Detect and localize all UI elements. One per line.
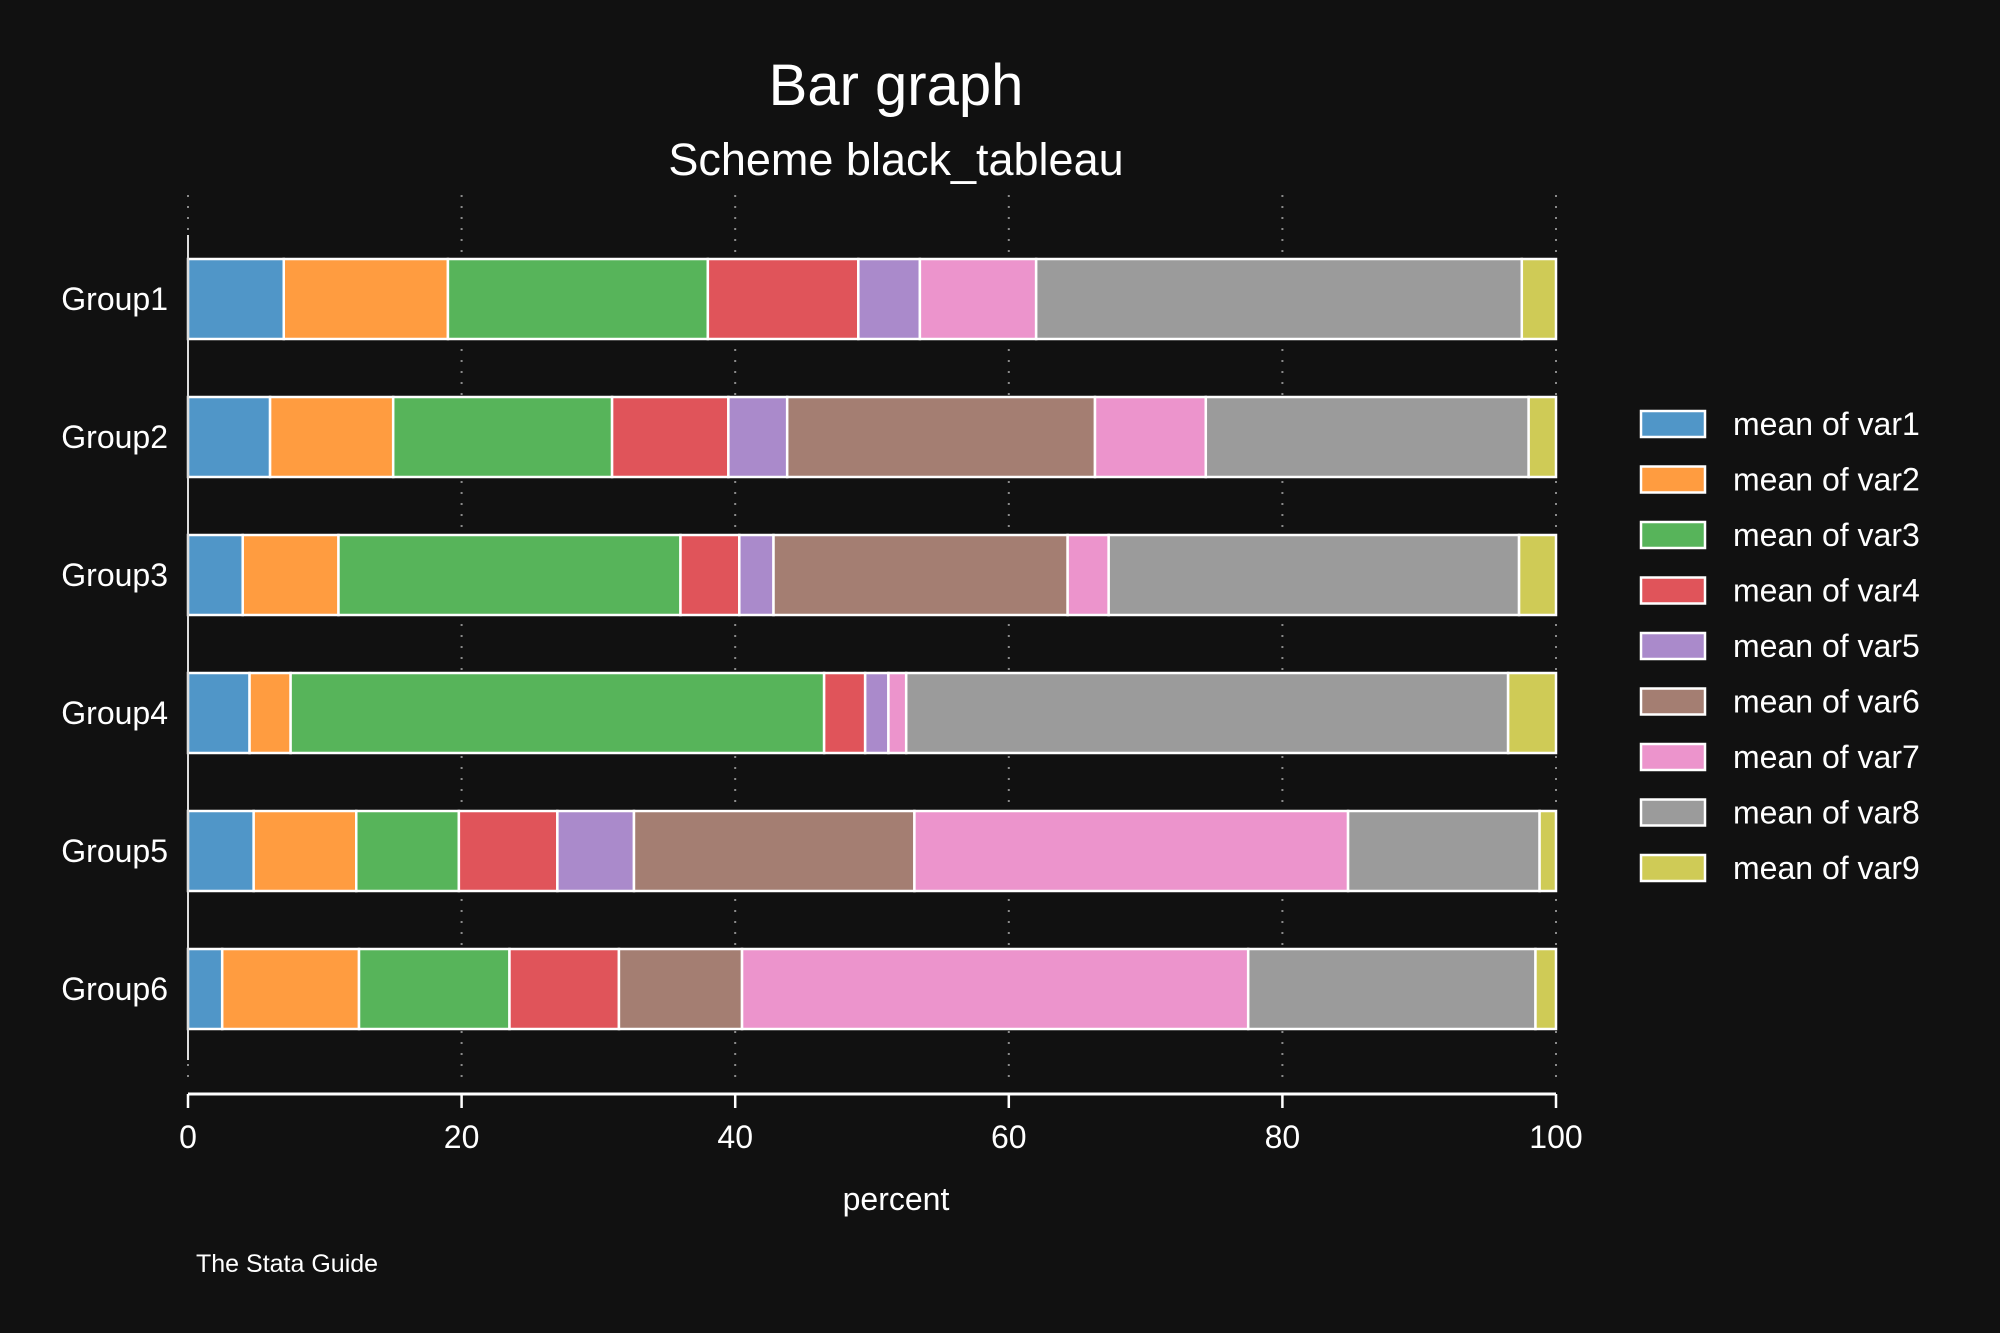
x-tick-label-2: 40	[717, 1119, 753, 1155]
bar-group3-var6	[772, 533, 1069, 617]
x-tick-label-4: 80	[1265, 1119, 1301, 1155]
legend-swatch-var9	[1639, 853, 1707, 883]
y-tick-label-group3: Group3	[61, 557, 168, 593]
x-axis: 0 20 40 60 80 100	[179, 1092, 1583, 1155]
bar-group3-var2	[241, 533, 340, 617]
bar-group4-var8	[904, 671, 1510, 755]
bar-group6-var1	[186, 947, 224, 1031]
legend-swatch-var7	[1639, 742, 1707, 772]
bar-group1-var4	[706, 257, 860, 341]
bar-group6-var8	[1246, 947, 1537, 1031]
legend: mean of var1 mean of var2 mean of var3 mean…	[1639, 406, 1920, 886]
bar-group1-var2	[282, 257, 450, 341]
legend-swatch-var4	[1639, 576, 1707, 605]
bar-group4-var1	[186, 671, 251, 755]
bar-group1-var7	[918, 257, 1038, 341]
bar-group6-var9	[1534, 947, 1558, 1031]
bar-group6-var3	[357, 947, 511, 1031]
bar-group2-var7	[1093, 395, 1208, 479]
legend-swatch-var2	[1639, 465, 1707, 494]
y-tick-label-group5: Group5	[61, 833, 168, 869]
bar-group2-var5	[727, 395, 789, 479]
y-tick-label-group6: Group6	[61, 971, 168, 1007]
bar-group4-var3	[289, 671, 826, 755]
bar-group3-var5	[738, 533, 775, 617]
bar-group3-var9	[1517, 533, 1558, 617]
bar-group3-var4	[679, 533, 741, 617]
bar-group6-var2	[220, 947, 361, 1031]
bar-group2-var3	[391, 395, 614, 479]
x-axis-label: percent	[843, 1181, 950, 1217]
chart-note: The Stata Guide	[196, 1250, 378, 1278]
y-axis: Group1 Group2 Group3 Group4 Group5 Group6	[61, 235, 189, 1060]
legend-swatch-var6	[1639, 687, 1707, 716]
bar-group1-var1	[186, 257, 286, 341]
chart-title: Bar graph	[769, 53, 1024, 118]
y-tick-label-group1: Group1	[61, 281, 168, 317]
legend-label-var6: mean of var6	[1733, 684, 1920, 720]
bar-group6-var4	[508, 947, 621, 1031]
bar-group2-var4	[610, 395, 730, 479]
bar-group3-var7	[1066, 533, 1110, 617]
bar-group3-var1	[186, 533, 244, 617]
bars	[186, 257, 1558, 1031]
legend-swatch-var1	[1639, 409, 1707, 439]
bar-group4-var4	[822, 671, 867, 755]
bar-group5-var2	[252, 809, 358, 893]
x-tick-label-3: 60	[991, 1119, 1027, 1155]
legend-label-var1: mean of var1	[1733, 406, 1920, 442]
legend-swatch-var3	[1639, 520, 1707, 550]
legend-label-var2: mean of var2	[1733, 462, 1920, 498]
bar-group4-var5	[863, 671, 890, 755]
x-tick-label-1: 20	[444, 1119, 480, 1155]
bar-group2-var2	[268, 395, 395, 479]
x-tick-label-5: 100	[1529, 1119, 1582, 1155]
bar-group3-var8	[1107, 533, 1521, 617]
legend-label-var3: mean of var3	[1733, 517, 1920, 553]
bar-group1-var5	[857, 257, 922, 341]
x-tick-label-0: 0	[179, 1119, 197, 1155]
bar-group5-var5	[556, 809, 636, 893]
legend-label-var4: mean of var4	[1733, 573, 1920, 609]
bar-group5-var8	[1346, 809, 1541, 893]
bar-group1-var9	[1520, 257, 1558, 341]
bar-group3-var3	[337, 533, 682, 617]
legend-swatch-var5	[1639, 631, 1707, 661]
legend-label-var7: mean of var7	[1733, 739, 1920, 775]
bar-group6-var7	[740, 947, 1250, 1031]
legend-swatch-var8	[1639, 798, 1707, 827]
bar-group2-var9	[1527, 395, 1558, 479]
bar-group4-var2	[248, 671, 292, 755]
y-tick-label-group2: Group2	[61, 419, 168, 455]
bar-group2-var8	[1204, 395, 1530, 479]
bar-group5-var7	[913, 809, 1350, 893]
bar-group5-var3	[355, 809, 461, 893]
chart-subtitle: Scheme black_tableau	[668, 134, 1123, 185]
legend-label-var8: mean of var8	[1733, 795, 1920, 831]
legend-label-var5: mean of var5	[1733, 628, 1920, 664]
bar-group6-var6	[617, 947, 744, 1031]
bar-group2-var6	[785, 395, 1097, 479]
bar-group1-var8	[1034, 257, 1524, 341]
bar-group5-var4	[457, 809, 559, 893]
y-tick-label-group4: Group4	[61, 695, 168, 731]
bar-group4-var7	[887, 671, 908, 755]
bar-group5-var6	[632, 809, 916, 893]
bar-group1-var3	[446, 257, 710, 341]
legend-label-var9: mean of var9	[1733, 850, 1920, 886]
bar-group4-var9	[1506, 671, 1558, 755]
bar-group5-var9	[1538, 809, 1558, 893]
bar-group2-var1	[186, 395, 272, 479]
bar-group5-var1	[186, 809, 255, 893]
